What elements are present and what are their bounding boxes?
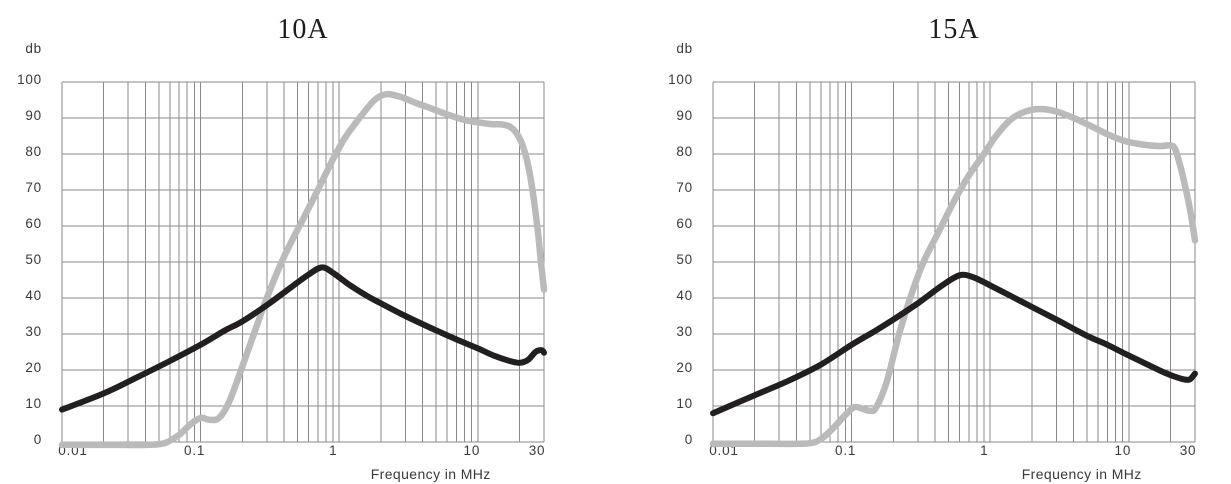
y-tick-label: 10 [676, 396, 693, 411]
x-tick-label: 0.1 [835, 443, 856, 458]
x-axis-title: Frequency in MHz [1022, 466, 1142, 482]
x-tick-label: 1 [980, 443, 988, 458]
y-axis-title: db [676, 41, 693, 56]
y-tick-label: 40 [25, 288, 42, 303]
chart-15a: 0 10 20 30 40 50 60 70 80 90 100 0.01 0.1 1 10 30 db Freq… [615, 0, 1231, 484]
y-tick-label: 100 [17, 72, 42, 87]
y-tick-label: 60 [25, 216, 42, 231]
chart-10a: 0 10 20 30 40 50 60 70 80 90 100 0.01 0.1 1 10 30 db Freq… [17, 14, 548, 482]
x-tick-label: 30 [1180, 443, 1197, 458]
y-tick-label: 80 [25, 144, 42, 159]
y-axis-title: db [25, 41, 42, 56]
x-tick-label: 10 [464, 443, 481, 458]
y-tick-label: 30 [676, 324, 693, 339]
y-tick-label: 30 [25, 324, 42, 339]
y-tick-label: 70 [676, 180, 693, 195]
y-tick-label: 100 [668, 72, 693, 87]
y-tick-label: 80 [676, 144, 693, 159]
chart-title: 15A [928, 14, 979, 45]
y-tick-label: 70 [25, 180, 42, 195]
black-curve [59, 264, 547, 413]
chart-title: 10A [277, 14, 328, 45]
y-tick-label: 20 [676, 360, 693, 375]
black-curve [710, 271, 1198, 417]
x-tick-label: 30 [529, 443, 546, 458]
x-axis-title: Frequency in MHz [371, 466, 491, 482]
gray-curve [58, 90, 548, 449]
y-tick-label: 0 [34, 432, 42, 447]
y-tick-label: 50 [25, 252, 42, 267]
y-tick-label: 40 [676, 288, 693, 303]
y-tick-label: 90 [676, 108, 693, 123]
x-tick-label: 1 [329, 443, 337, 458]
y-tick-label: 90 [25, 108, 42, 123]
gridlines [61, 81, 545, 443]
x-tick-label: 0.1 [184, 443, 205, 458]
y-tick-label: 50 [676, 252, 693, 267]
x-tick-label: 10 [1115, 443, 1132, 458]
y-tick-label: 20 [25, 360, 42, 375]
y-tick-label: 60 [676, 216, 693, 231]
y-tick-label: 0 [685, 432, 693, 447]
gray-curve [709, 105, 1199, 448]
y-tick-label: 10 [25, 396, 42, 411]
gridlines [712, 81, 1196, 443]
